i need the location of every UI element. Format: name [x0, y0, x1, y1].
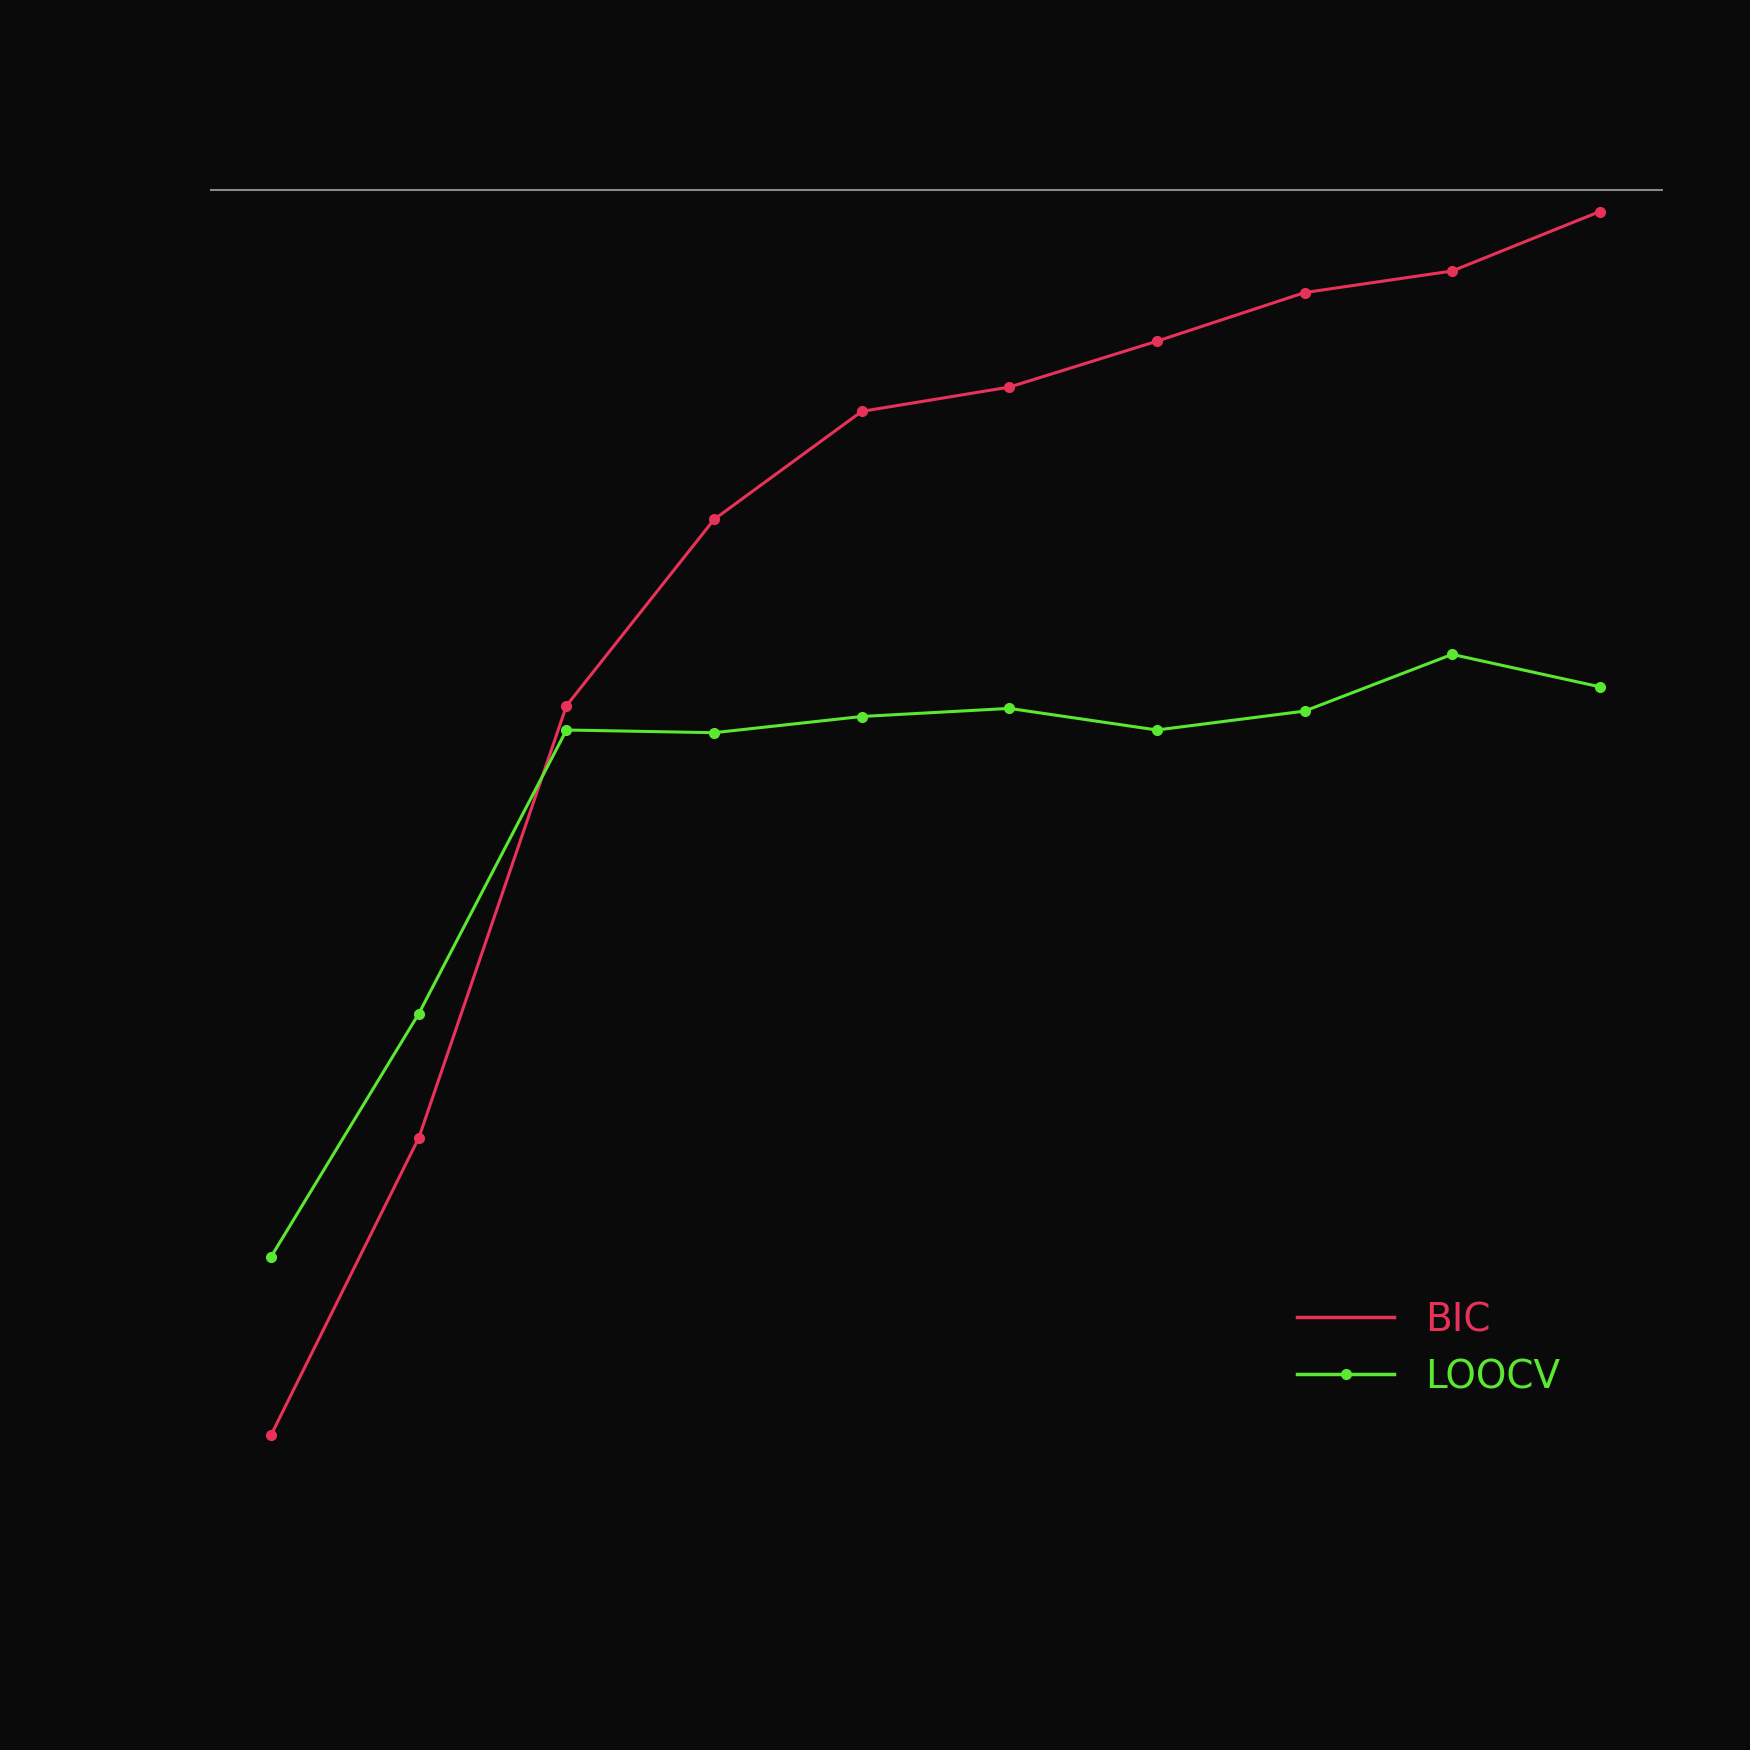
BIC — [1146, 331, 1167, 352]
BIC — [850, 401, 872, 422]
LOOCV — [261, 1246, 282, 1267]
LOOCV — [704, 723, 724, 744]
LOOCV — [850, 705, 872, 726]
Legend: BIC, LOOCV: BIC, LOOCV — [1258, 1262, 1600, 1435]
LOOCV — [1589, 676, 1610, 696]
LOOCV — [999, 698, 1020, 719]
LOOCV — [1146, 719, 1167, 740]
BIC — [556, 695, 578, 716]
BIC — [1442, 261, 1463, 282]
BIC — [704, 509, 724, 530]
LOOCV — [1442, 644, 1463, 665]
BIC — [1293, 282, 1314, 303]
LOOCV — [556, 719, 578, 740]
Line: LOOCV: LOOCV — [266, 649, 1605, 1262]
BIC — [408, 1127, 429, 1148]
BIC — [999, 376, 1020, 397]
BIC — [1589, 201, 1610, 222]
LOOCV — [1293, 700, 1314, 721]
Line: BIC: BIC — [266, 206, 1605, 1440]
BIC — [261, 1424, 282, 1446]
LOOCV — [408, 1003, 429, 1024]
